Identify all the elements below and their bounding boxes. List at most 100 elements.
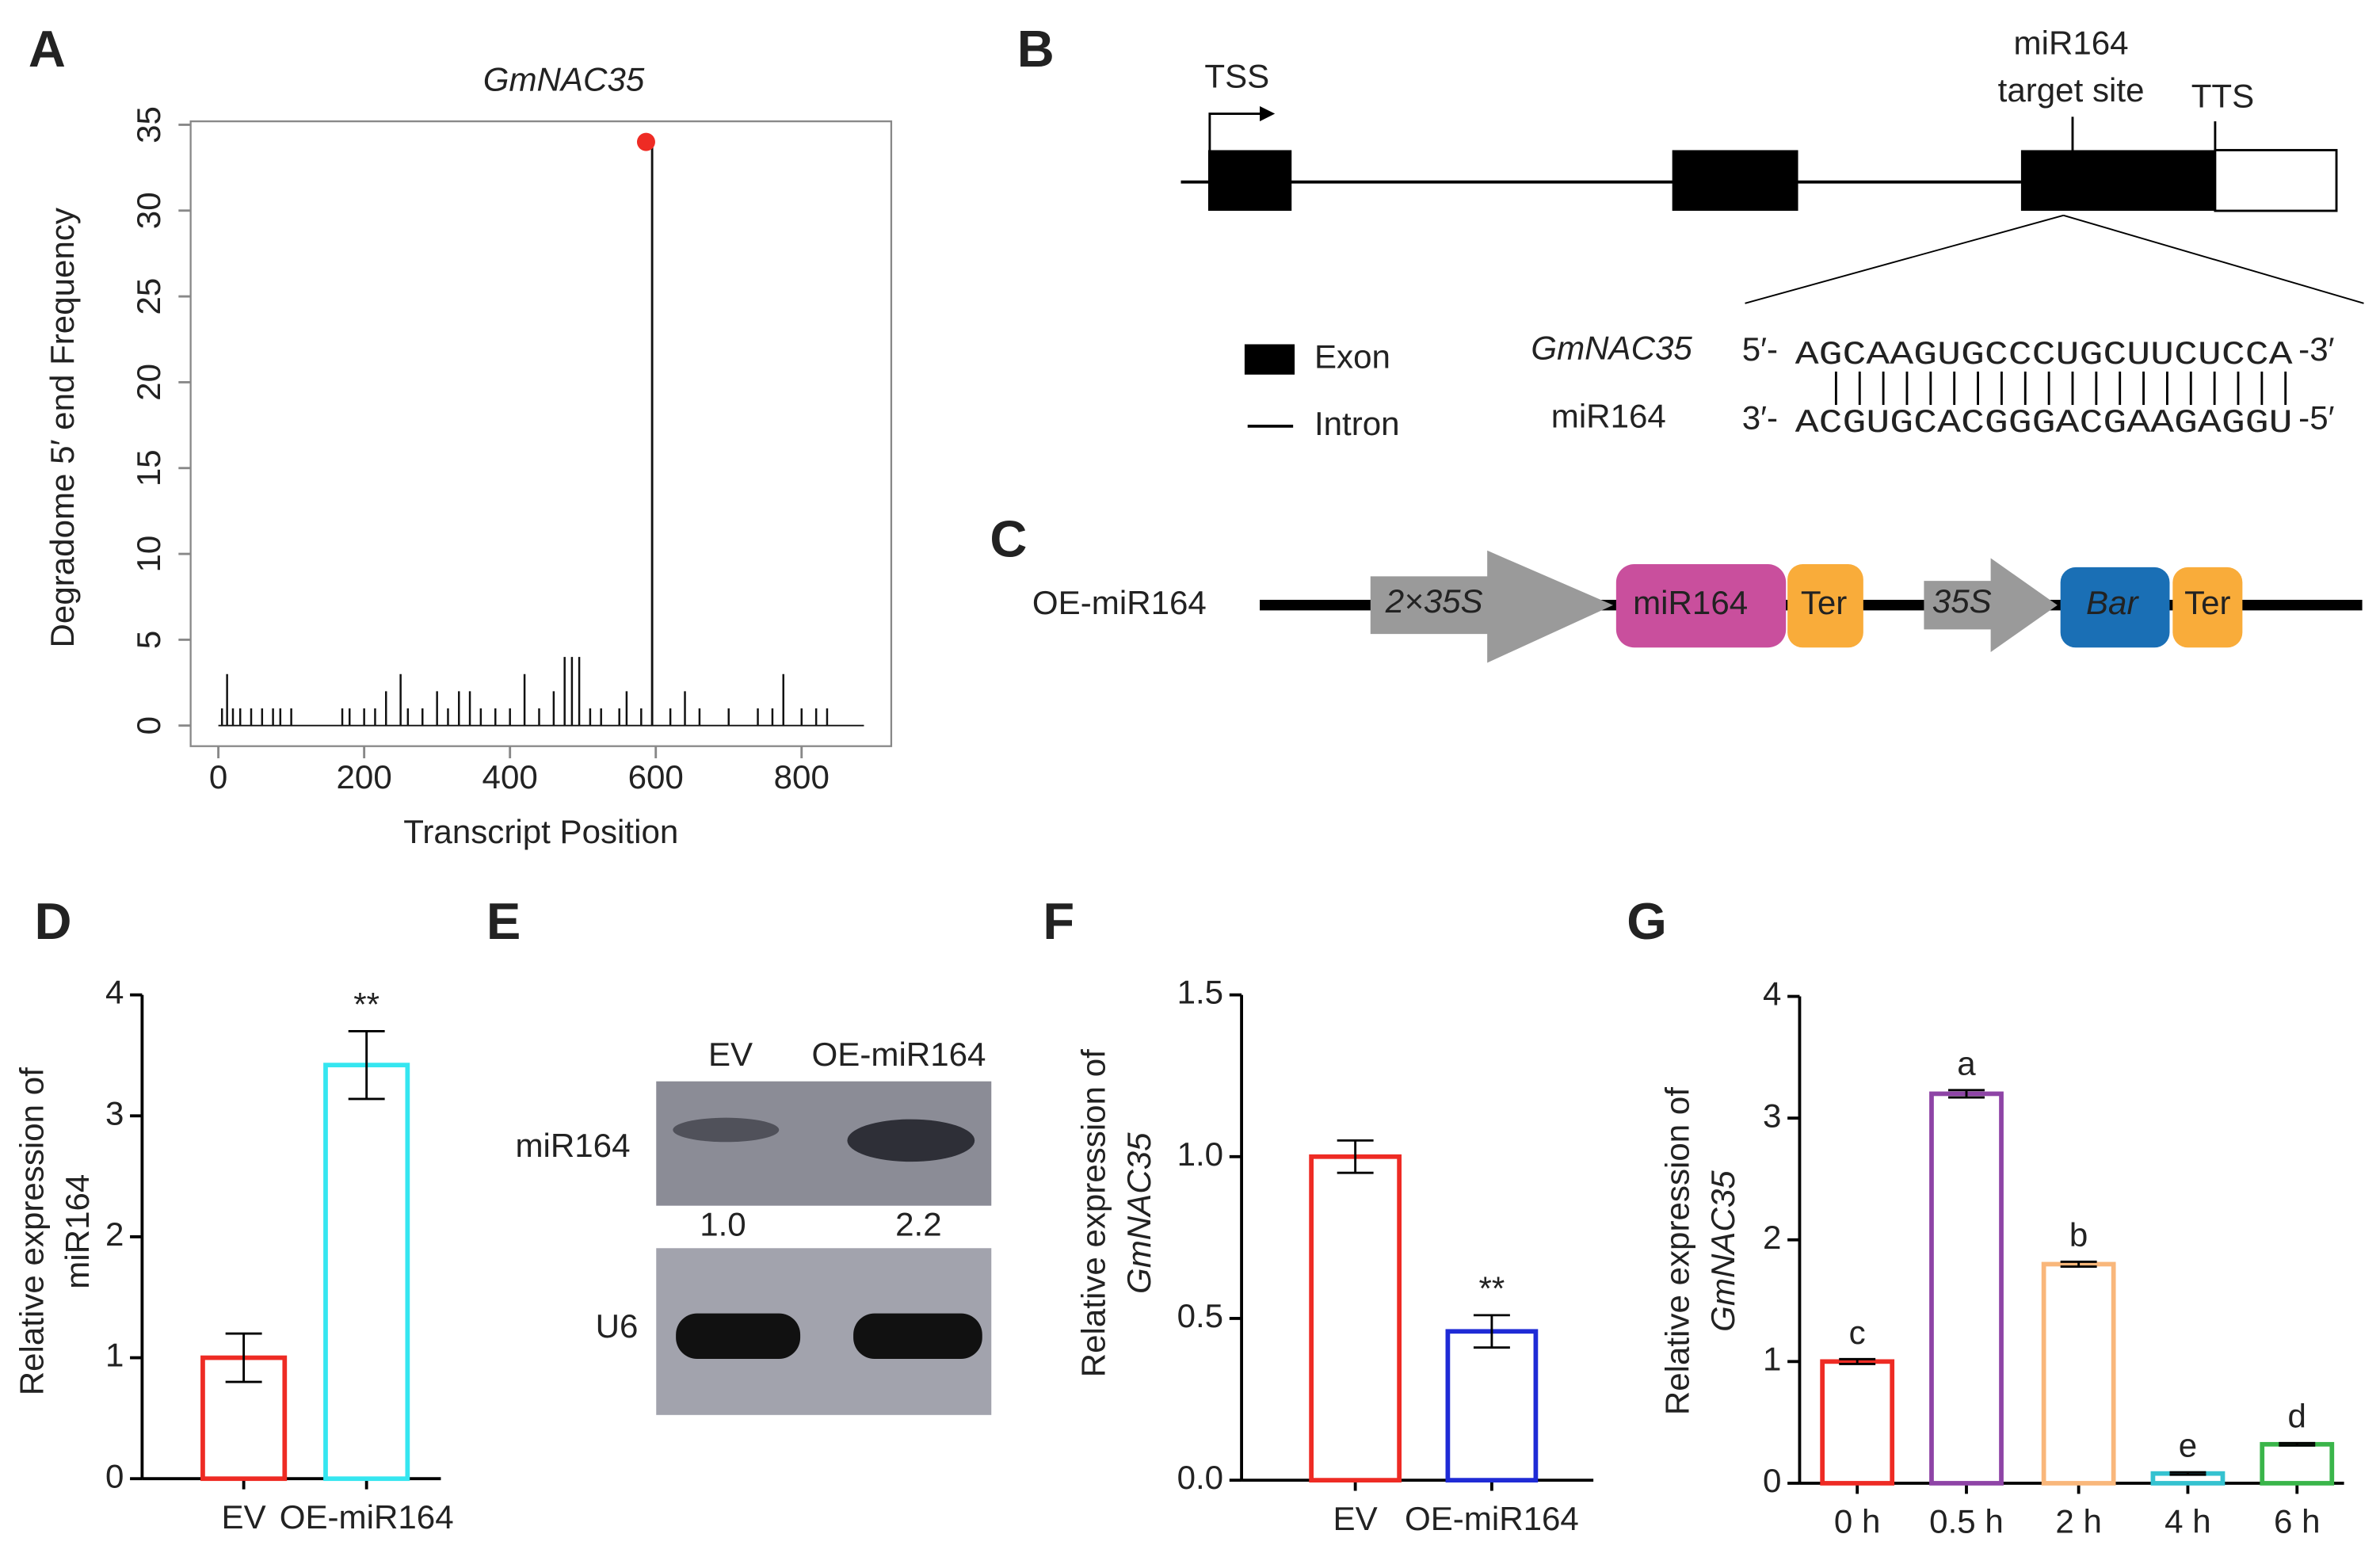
construct: OE-miR164 2×35S miR164 Ter 35S Bar Ter: [1032, 550, 2363, 663]
promoter: [1924, 558, 2058, 653]
legend-label: Exon: [1314, 338, 1390, 376]
annotation: a: [1957, 1044, 1976, 1082]
part-label: Bar: [2086, 584, 2139, 621]
y-tick-label: 0.5: [1177, 1297, 1224, 1334]
construct-name: OE-miR164: [1032, 584, 1207, 621]
seq-end: 5′-: [1742, 330, 1778, 368]
ratio: 1.0: [700, 1206, 746, 1243]
x-tick-label: OE-miR164: [280, 1498, 454, 1536]
legend-label: Intron: [1314, 405, 1400, 442]
x-tick-label: 0: [209, 758, 227, 796]
tss-arrowhead: [1260, 105, 1276, 122]
target-label: target site: [1998, 71, 2145, 109]
x-tick-label: 400: [482, 758, 538, 796]
chart-title: GmNAC35: [483, 60, 645, 97]
y-tick-label: 10: [130, 536, 167, 573]
y-tick-label: 3: [1763, 1097, 1781, 1134]
lane-label: EV: [708, 1036, 753, 1073]
y-tick-label: 4: [1763, 975, 1781, 1013]
terminator: [2172, 567, 2243, 648]
row-label: U6: [596, 1307, 639, 1345]
annotation: e: [2179, 1427, 2197, 1464]
sequence: ACGUGCACGGGACGAAGAGGU: [1795, 404, 2293, 442]
x-tick-label: OE-miR164: [1405, 1500, 1579, 1537]
part-label: 2×35S: [1385, 582, 1483, 620]
y-tick-label: 3: [105, 1094, 124, 1131]
terminator: [1787, 564, 1863, 648]
x-tick-label: 200: [337, 758, 392, 796]
part-label: Ter: [1801, 584, 1847, 621]
gene-structure: TSS miR164 target site TTS Exon Intron G…: [1180, 25, 2364, 442]
panel-label: D: [34, 892, 71, 950]
exon: [2020, 150, 2215, 212]
y-tick-label: 0: [130, 716, 167, 735]
band: [853, 1313, 982, 1359]
mirna-part: [1615, 564, 1787, 648]
x-tick-label: 4 h: [2165, 1503, 2211, 1540]
panel-label: F: [1043, 892, 1074, 950]
annotation: **: [353, 986, 380, 1023]
lane-label: OE-miR164: [812, 1036, 986, 1073]
seq-end: -3′: [2298, 330, 2334, 368]
zoom-line: [1745, 214, 2064, 304]
blot: EV OE-miR164 miR164 1.0 2.2 U6: [515, 1036, 992, 1415]
base-pairs: [1834, 371, 2287, 406]
legend-exon: [1244, 344, 1295, 375]
y-axis-label: Relative expression of: [13, 1067, 51, 1395]
y-tick-label: 4: [105, 974, 124, 1011]
utr: [2214, 149, 2338, 212]
seq-end: 3′-: [1742, 399, 1778, 436]
ratio: 2.2: [895, 1206, 942, 1243]
y-tick-label: 20: [130, 364, 167, 401]
x-tick-label: 6 h: [2274, 1503, 2321, 1540]
panel-label: G: [1627, 892, 1667, 950]
mirna-name: miR164: [1551, 397, 1666, 434]
tss-label: TSS: [1204, 58, 1269, 95]
sequence: AGCAAGUGCCCUGCUUCUCCA: [1795, 336, 2294, 374]
y-axis-label: Relative expression of: [1658, 1087, 1695, 1415]
y-tick-label: 1.0: [1177, 1135, 1224, 1173]
promoter: [1370, 550, 1614, 663]
x-tick-label: 0 h: [1834, 1503, 1881, 1540]
y-tick-label: 1: [1763, 1340, 1781, 1377]
panel-label: C: [990, 509, 1027, 567]
x-tick-label: 600: [628, 758, 684, 796]
exon: [1672, 150, 1798, 212]
part-label: Ter: [2184, 584, 2230, 621]
panel-label: E: [486, 892, 521, 950]
y-tick-label: 0: [1763, 1462, 1781, 1499]
tss-arrow: [1208, 113, 1263, 151]
x-tick-label: EV: [222, 1498, 266, 1536]
y-axis-label: GmNAC35: [1704, 1170, 1741, 1332]
band: [676, 1313, 801, 1359]
y-axis-label: Degradome 5′ end Frequency: [44, 208, 81, 647]
y-axis-label: miR164: [59, 1174, 96, 1289]
band: [673, 1117, 780, 1143]
annotation: **: [1479, 1269, 1505, 1307]
tts-label: TTS: [2191, 78, 2255, 115]
y-tick-label: 1: [105, 1337, 124, 1374]
y-axis-label: GmNAC35: [1120, 1132, 1158, 1294]
panel-label: B: [1017, 20, 1055, 78]
annotation: d: [2288, 1398, 2306, 1435]
annotation: c: [1849, 1314, 1866, 1351]
y-tick-label: 35: [130, 106, 167, 143]
panel-label: A: [29, 20, 66, 78]
x-axis-label: Transcript Position: [403, 813, 678, 850]
marker-dot: [636, 132, 655, 151]
target-label: miR164: [2014, 25, 2129, 62]
y-tick-label: 25: [130, 278, 167, 315]
y-axis-label: Relative expression of: [1074, 1049, 1112, 1377]
gene-name: GmNAC35: [1531, 329, 1692, 366]
row-label: miR164: [515, 1127, 630, 1164]
band: [847, 1119, 975, 1162]
zoom-line: [2063, 214, 2364, 304]
exon: [1207, 150, 1292, 212]
part-label: 35S: [1932, 582, 1992, 620]
plot-frame: [189, 120, 893, 747]
x-tick-label: EV: [1333, 1500, 1378, 1537]
y-tick-label: 5: [130, 631, 167, 649]
y-tick-label: 2: [105, 1215, 124, 1253]
